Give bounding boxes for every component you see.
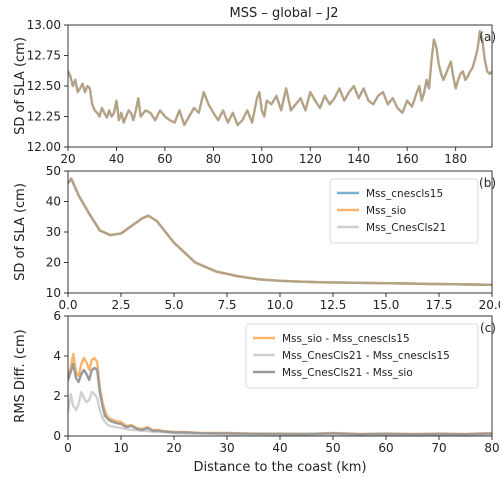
y-axis-label: SD of SLA (cm) (13, 37, 28, 135)
x-tick-label: 0.0 (58, 298, 77, 312)
legend-c: Mss_sio - Mss_cnescls15 Mss_CnesCls21 - M… (245, 323, 479, 389)
panel-b: 0.0 2.5 5.0 7.5 10.0 12.5 15.0 17.5 20.0 10 20 30 40… (13, 164, 500, 312)
legend-label: Mss_CnesCls21 - Mss_cnescls15 (282, 350, 450, 362)
y-tick-label: 12.25 (27, 110, 61, 124)
x-tick-label: 10 (113, 441, 128, 455)
legend-label: Mss_CnesCls21 - Mss_sio (282, 367, 413, 379)
x-tick-label: 40 (272, 441, 287, 455)
x-tick-label: 80 (206, 152, 221, 166)
legend-b: Mss_cnescls15 Mss_sio Mss_CnesCls21 (329, 178, 479, 244)
panel-label: (a) (479, 30, 496, 44)
x-tick-label: 5.0 (164, 298, 183, 312)
y-tick-label: 50 (46, 164, 61, 178)
y-tick-label: 2 (53, 389, 61, 403)
x-tick-label: 17.5 (426, 298, 453, 312)
y-tick-label: 10 (46, 286, 61, 300)
y-tick-label: 40 (46, 195, 61, 209)
legend-box (245, 323, 479, 389)
x-tick-label: 160 (396, 152, 419, 166)
series-line-b-3 (68, 177, 492, 286)
x-tick-label: 50 (325, 441, 340, 455)
x-axis-label: Distance to the coast (km) (193, 460, 366, 475)
x-tick-label: 15.0 (373, 298, 400, 312)
x-tick-label: 20.0 (479, 298, 500, 312)
legend-label: Mss_cnescls15 (366, 188, 443, 200)
x-tick-label: 140 (347, 152, 370, 166)
y-tick-label: 20 (46, 256, 61, 270)
x-tick-label: 20 (166, 441, 181, 455)
x-tick-label: 60 (157, 152, 172, 166)
plot-area-c (68, 352, 492, 436)
y-tick-label: 4 (53, 349, 61, 363)
plot-area-b (68, 177, 492, 286)
x-tick-label: 12.5 (320, 298, 347, 312)
y-tick-label: 6 (53, 309, 61, 323)
x-tick-label: 30 (219, 441, 234, 455)
y-tick-label: 12.00 (27, 140, 61, 154)
x-tick-label: 2.5 (111, 298, 130, 312)
x-tick-label: 180 (444, 152, 467, 166)
x-tick-label: 70 (431, 441, 446, 455)
x-tick-label: 80 (484, 441, 499, 455)
y-tick-label: 12.75 (27, 49, 61, 63)
figure-title: MSS – global – J2 (229, 6, 338, 21)
y-axis-label: RMS Diff. (cm) (13, 329, 28, 422)
x-tick-label: 10.0 (267, 298, 294, 312)
x-tick-label: 0 (64, 441, 72, 455)
legend-label: Mss_sio - Mss_cnescls15 (282, 333, 410, 345)
legend-box (329, 178, 479, 244)
x-tick-label: 60 (378, 441, 393, 455)
series-line-c-2 (68, 390, 492, 436)
x-tick-label: 7.5 (217, 298, 236, 312)
x-tick-label: 120 (299, 152, 322, 166)
legend-label: Mss_sio (366, 205, 406, 217)
y-tick-label: 12.50 (27, 79, 61, 93)
panel-c: 0 10 20 30 40 50 60 70 80 0 2 4 6 RMS Diff. (cm) Dista… (13, 309, 500, 475)
plot-area-a (68, 29, 492, 127)
panel-a: 20 40 60 80 100 120 140 160 180 12.00 12.25 12.50 12… (13, 18, 496, 166)
y-axis-label: SD of SLA (cm) (13, 183, 28, 281)
x-tick-label: 20 (60, 152, 75, 166)
series-line-c-3 (68, 362, 492, 436)
panel-label: (b) (479, 176, 496, 190)
x-tick-label: 40 (109, 152, 124, 166)
legend-label: Mss_CnesCls21 (366, 222, 446, 234)
x-tick-label: 100 (250, 152, 273, 166)
y-tick-label: 30 (46, 225, 61, 239)
y-tick-label: 13.00 (27, 18, 61, 32)
y-tick-label: 0 (53, 429, 61, 443)
panel-label: (c) (480, 321, 496, 335)
series-line-a-1 (68, 29, 492, 127)
